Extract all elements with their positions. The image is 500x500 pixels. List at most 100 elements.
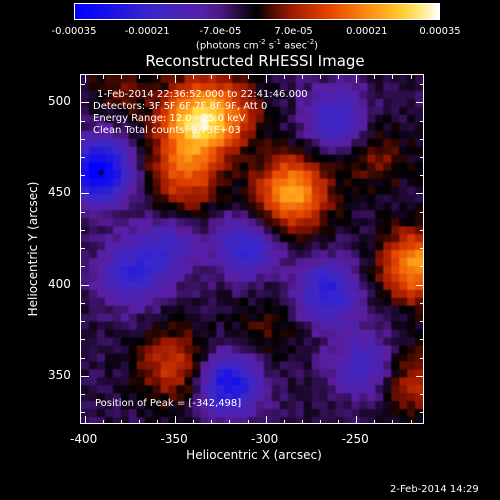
tick-mark xyxy=(319,75,321,79)
tick-mark xyxy=(420,120,423,122)
tick-mark xyxy=(420,357,423,359)
tick-mark xyxy=(81,157,85,159)
tick-mark xyxy=(356,75,358,83)
x-tick-label: -300 xyxy=(251,432,279,446)
tick-mark xyxy=(338,75,340,79)
colorbar-tick-label: -0.00035 xyxy=(51,26,97,37)
tick-mark xyxy=(229,420,231,423)
tick-mark xyxy=(157,75,159,79)
tick-mark xyxy=(81,84,85,86)
tick-mark xyxy=(420,84,423,86)
tick-mark xyxy=(420,394,423,395)
tick-mark xyxy=(81,357,85,359)
y-tick-label: 400 xyxy=(48,276,71,291)
tick-mark xyxy=(392,420,394,423)
tick-mark xyxy=(374,420,376,423)
tick-mark xyxy=(81,102,89,104)
tick-mark xyxy=(229,75,231,79)
tick-mark xyxy=(120,75,122,79)
tick-mark xyxy=(81,375,89,377)
tick-mark xyxy=(102,75,104,79)
tick-mark xyxy=(416,284,423,286)
tick-mark xyxy=(81,138,85,140)
tick-mark xyxy=(420,175,423,177)
tick-mark xyxy=(81,120,85,122)
tick-mark xyxy=(81,175,85,177)
tick-mark xyxy=(138,420,140,423)
tick-mark xyxy=(374,75,376,79)
tick-mark xyxy=(81,412,85,414)
tick-mark xyxy=(265,416,267,423)
colorbar-tick-label: -7.0e-05 xyxy=(199,26,242,37)
tick-mark xyxy=(283,420,285,423)
image-plot-area: 1-Feb-2014 22:36:52.000 to 22:41:46.000 … xyxy=(80,74,424,424)
y-tick-label: 450 xyxy=(48,185,71,200)
annotation-detectors: Detectors: 3F 5F 6F 7F 8F 9F, Att 0 xyxy=(93,101,268,112)
tick-mark xyxy=(247,75,249,79)
tick-mark xyxy=(410,75,412,79)
tick-mark xyxy=(120,420,122,423)
tick-mark xyxy=(420,266,423,268)
tick-mark xyxy=(283,75,285,79)
x-tick-label: -350 xyxy=(160,432,188,446)
tick-mark xyxy=(420,248,423,250)
tick-mark xyxy=(416,375,423,377)
annotation-peak-position: Position of Peak = [-342,498] xyxy=(95,398,242,409)
tick-mark xyxy=(81,229,85,231)
x-tick-label: -400 xyxy=(69,432,98,446)
tick-mark xyxy=(102,420,104,423)
tick-mark xyxy=(420,302,423,304)
plot-title: Reconstructed RHESSI Image xyxy=(145,52,365,70)
tick-mark xyxy=(392,75,394,79)
tick-mark xyxy=(81,302,85,304)
tick-mark xyxy=(420,229,423,231)
tick-mark xyxy=(84,416,86,423)
tick-mark xyxy=(84,75,86,83)
colorbar xyxy=(74,3,440,20)
tick-mark xyxy=(420,157,423,159)
tick-mark xyxy=(175,75,177,83)
y-axis-label: Heliocentric Y (arcsec) xyxy=(26,181,40,317)
tick-mark xyxy=(81,339,85,341)
x-tick-label: -250 xyxy=(341,432,369,446)
tick-mark xyxy=(420,412,423,414)
tick-mark xyxy=(81,284,89,286)
tick-mark xyxy=(211,75,213,79)
tick-mark xyxy=(420,339,423,341)
tick-mark xyxy=(81,266,85,268)
tick-mark xyxy=(138,75,140,79)
tick-mark xyxy=(193,75,195,79)
x-axis-label: Heliocentric X (arcsec) xyxy=(186,448,322,462)
y-tick-label: 500 xyxy=(48,94,71,109)
tick-mark xyxy=(416,193,423,195)
annotation-energy-range: Energy Range: 12.0 - 25.0 keV xyxy=(93,113,246,124)
tick-mark xyxy=(301,75,303,79)
annotation-clean-counts: Clean Total counts: 9.73E+03 xyxy=(93,125,241,136)
colorbar-tick-label: -0.00021 xyxy=(124,26,170,37)
colorbar-tick-label: 7.0e-05 xyxy=(274,26,313,37)
tick-mark xyxy=(420,138,423,140)
tick-mark xyxy=(265,75,267,83)
annotation-time-range: 1-Feb-2014 22:36:52.000 to 22:41:46.000 xyxy=(97,89,308,100)
colorbar-tick-label: 0.00021 xyxy=(346,26,388,37)
tick-mark xyxy=(356,416,358,423)
tick-mark xyxy=(420,321,423,323)
tick-mark xyxy=(410,420,412,423)
tick-mark xyxy=(247,420,249,423)
tick-mark xyxy=(193,420,195,423)
tick-mark xyxy=(81,211,85,213)
colorbar-tick-label: 0.00035 xyxy=(419,26,461,37)
heatmap-image xyxy=(81,75,423,423)
tick-mark xyxy=(157,420,159,423)
tick-mark xyxy=(211,420,213,423)
tick-mark xyxy=(416,102,423,104)
tick-mark xyxy=(175,416,177,423)
tick-mark xyxy=(81,321,85,323)
tick-mark xyxy=(81,248,85,250)
plot-timestamp: 2-Feb-2014 14:29 xyxy=(390,484,479,495)
y-tick-label: 350 xyxy=(48,367,71,382)
colorbar-units-label: (photons cm-2 s-1 asec-2) xyxy=(195,38,319,52)
tick-mark xyxy=(301,420,303,423)
tick-mark xyxy=(319,420,321,423)
